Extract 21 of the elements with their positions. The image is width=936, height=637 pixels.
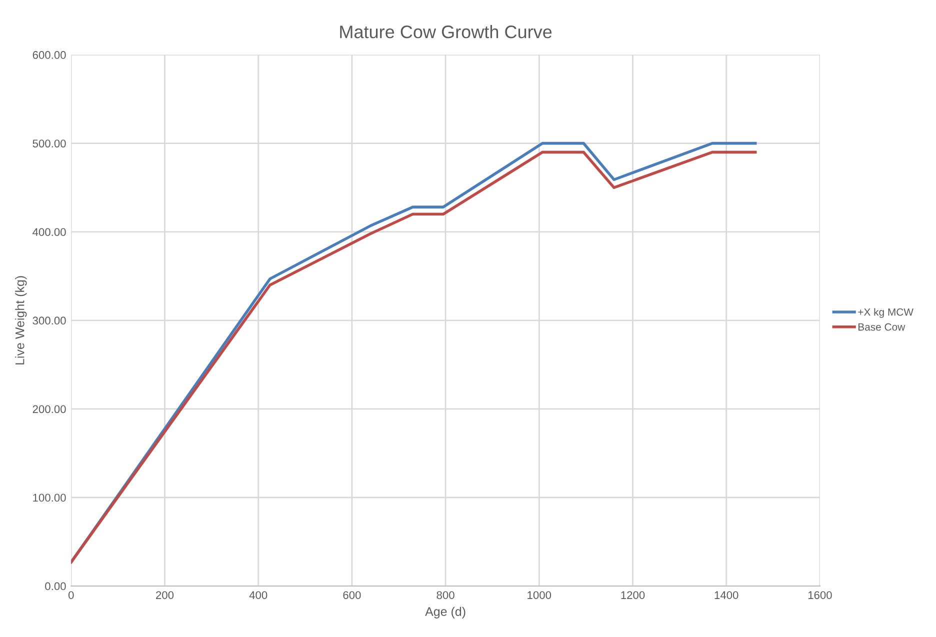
x-tick-label: 0 [68,591,74,600]
x-tick-label: 1200 [621,591,645,600]
y-tick-label: 400.00 [32,228,66,236]
legend-label: Base Cow [858,323,906,331]
y-tick-label: 100.00 [33,494,66,502]
x-tick-label: 1400 [714,591,738,600]
x-tick-label: 400 [249,591,268,600]
chart-title: Mature Cow Growth Curve [340,25,552,38]
x-tick-label: 200 [156,591,174,600]
y-tick-label: 600.00 [32,51,66,59]
x-tick-label: 1000 [528,591,552,600]
x-axis-title: Age (d) [425,606,466,618]
y-tick-label: 200.00 [32,405,66,414]
x-tick-label: 1600 [808,591,832,600]
x-tick-label: 600 [343,591,361,600]
y-tick-label: 0.00 [45,582,66,590]
y-tick-label: 500.00 [32,140,66,148]
legend-label: +X kg MCW [858,308,914,318]
x-tick-label: 800 [436,591,454,600]
y-tick-label: 300.00 [32,316,66,325]
y-axis-title: Live Weight (kg) [15,276,27,364]
